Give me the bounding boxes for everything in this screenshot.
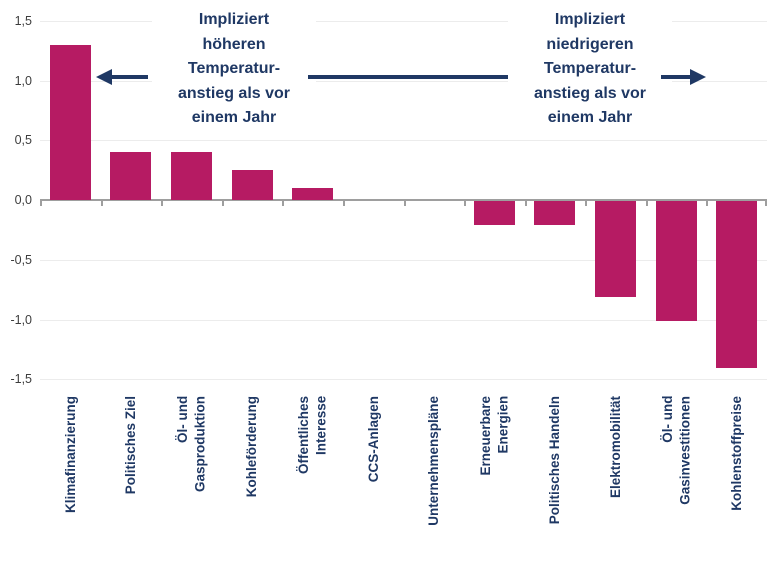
x-category-slot: Öl- und Gasinvestitionen (646, 396, 707, 566)
gridline (40, 379, 767, 381)
y-tick-label: 0,0 (14, 193, 32, 207)
category-label: CCS-Anlagen (365, 396, 381, 483)
axis-tick (40, 201, 42, 206)
axis-tick (765, 201, 767, 206)
x-axis-category-labels: Klimafinanzierung Politisches Ziel Öl- und… (40, 396, 767, 566)
annotation-connector-line (308, 75, 508, 79)
bar (534, 201, 576, 225)
gridline (40, 80, 767, 82)
x-category-slot: Kohleförderung (222, 396, 283, 566)
axis-tick (282, 201, 285, 206)
x-category-slot: Politisches Handeln (525, 396, 586, 566)
gridline (40, 259, 767, 261)
y-tick-label: 0,5 (14, 133, 32, 148)
bar (170, 152, 212, 200)
category-label: Öl- und Gasinvestitionen (659, 396, 693, 505)
axis-tick (100, 201, 103, 206)
category-label: Öffentliches Interesse (296, 396, 329, 475)
x-category-slot: Öl- und Gasproduktion (161, 396, 222, 566)
y-tick-label: 1,5 (14, 13, 32, 28)
x-category-slot: CCS-Anlagen (343, 396, 404, 566)
x-category-slot: Öffentliches Interesse (282, 396, 343, 566)
category-label: Klimafinanzierung (62, 396, 78, 514)
x-category-slot: Unternehmenspläne (403, 396, 464, 566)
left-arrow-icon (96, 69, 112, 85)
y-tick-label: -0,5 (10, 252, 32, 267)
axis-tick (524, 201, 527, 206)
gridline (40, 319, 767, 321)
left-arrow-line (110, 75, 148, 79)
bar (595, 201, 637, 297)
bar (655, 201, 697, 321)
axis-tick (403, 201, 406, 206)
y-tick-label: 1,0 (14, 73, 32, 88)
category-label: Erneuerbare Energien (478, 396, 511, 476)
right-arrow-line (661, 75, 692, 79)
axis-tick (585, 201, 588, 206)
category-label: Kohleförderung (244, 396, 260, 498)
gridline (40, 20, 767, 22)
axis-tick (464, 201, 467, 206)
bar (292, 188, 334, 200)
x-category-slot: Klimafinanzierung (40, 396, 101, 566)
right-arrow-icon (690, 69, 706, 85)
bar (473, 201, 515, 225)
category-label: Unternehmenspläne (426, 396, 442, 526)
x-category-slot: Politisches Ziel (101, 396, 162, 566)
y-tick-label: -1,0 (10, 312, 32, 327)
x-category-slot: Erneuerbare Energien (464, 396, 525, 566)
x-category-slot: Kohlenstoffpreise (706, 396, 767, 566)
axis-tick (645, 201, 648, 206)
category-label: Politisches Handeln (547, 396, 563, 525)
axis-tick (706, 201, 709, 206)
category-label: Kohlenstoffpreise (729, 396, 745, 511)
category-label: Politisches Ziel (123, 396, 139, 495)
x-category-slot: Elektromobilität (585, 396, 646, 566)
category-label: Elektromobilität (607, 396, 623, 499)
bar (231, 170, 273, 200)
x-axis-line (40, 199, 767, 201)
gridline (40, 140, 767, 142)
annotation-higher-temperature: Impliziert höheren Temperatur- anstieg a… (152, 8, 316, 131)
bar (716, 201, 758, 369)
category-label: Öl- und Gasproduktion (175, 396, 208, 493)
y-tick-label: -1,5 (10, 372, 32, 387)
bar (110, 152, 152, 200)
axis-tick (221, 201, 224, 206)
annotation-lower-temperature: Impliziert niedrigeren Temperatur- ansti… (508, 8, 672, 131)
axis-tick (342, 201, 345, 206)
bar (49, 44, 91, 200)
axis-tick (161, 201, 164, 206)
